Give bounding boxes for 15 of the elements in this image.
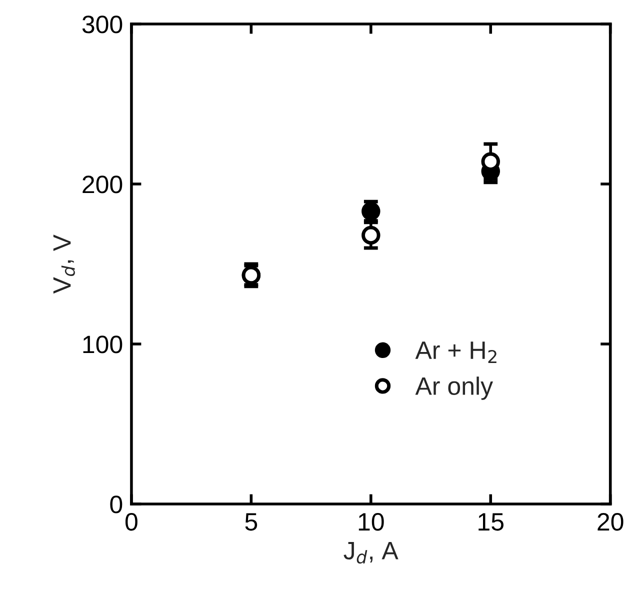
y-tick-label: 0: [110, 496, 122, 514]
y-axis-title: V$_{d}$, V: [53, 234, 75, 294]
point: [362, 226, 380, 245]
legend-label: Ar only: [415, 376, 494, 400]
x-tick-label: 10: [358, 512, 384, 531]
y-tick-label: 200: [82, 176, 122, 194]
x-tick-label: 20: [598, 512, 624, 531]
legend-label: Ar + H$_{2}$: [415, 342, 496, 363]
point: [362, 202, 380, 221]
y-tick-label: 300: [82, 16, 122, 34]
x-tick-label: 0: [125, 512, 138, 531]
x-axis-title: J$_{d}$, A: [344, 542, 398, 564]
x-tick-label: 5: [245, 513, 258, 531]
x-tick-label: 15: [478, 513, 504, 531]
y-tick-label: 100: [83, 336, 122, 354]
